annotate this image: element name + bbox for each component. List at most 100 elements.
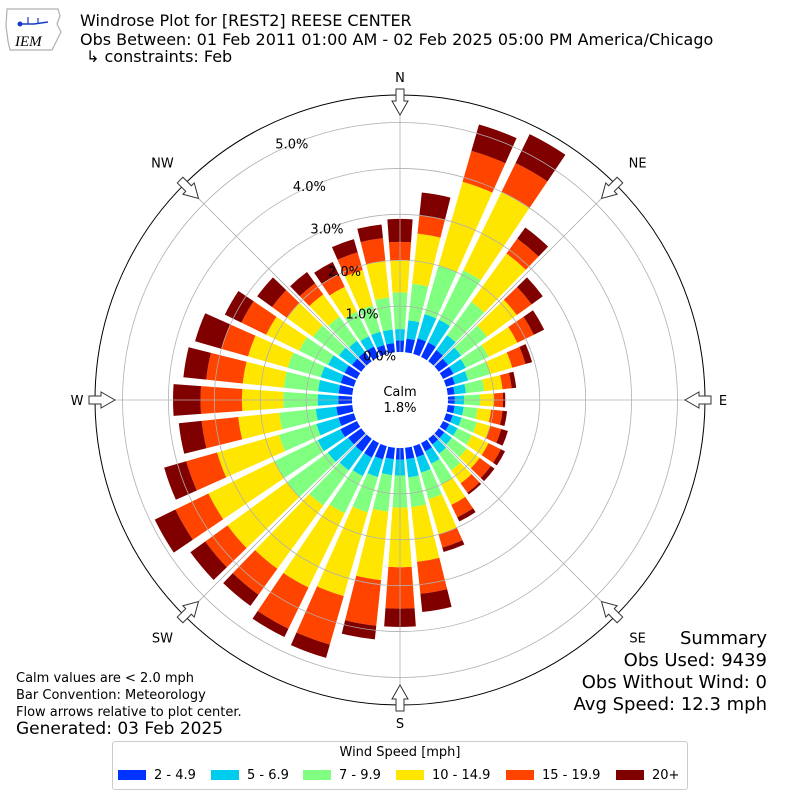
wind-bar-segment (340, 421, 361, 438)
wind-bar-segment (446, 437, 467, 458)
wind-bar-segment (367, 456, 383, 478)
wind-bar-segment (477, 299, 517, 337)
wind-bar-segment (279, 408, 318, 430)
legend-item: 2 - 4.9 (118, 768, 196, 783)
wind-bar-segment (424, 265, 457, 319)
wind-bar-segment (287, 352, 325, 378)
wind-bar-segment (286, 302, 323, 337)
wind-bar-segment (164, 461, 197, 500)
wind-bar-segment (290, 632, 330, 658)
wind-bar-segment (519, 344, 533, 364)
wind-bar-segment (428, 319, 450, 347)
wind-bar-segment (412, 233, 441, 287)
wind-bar-segment (417, 314, 437, 342)
wind-bar-segment (336, 405, 354, 416)
direction-label: S (396, 717, 404, 732)
wind-bar-segment (428, 494, 457, 535)
wind-bar-segment (475, 408, 492, 423)
wind-bar-segment (338, 413, 357, 427)
wind-bar-segment (441, 477, 466, 506)
wind-bar-segment (406, 320, 420, 341)
wind-bar-segment (462, 406, 478, 419)
wind-bar-segment (508, 371, 517, 389)
legend-title: Wind Speed [mph] (339, 745, 461, 760)
flow-arrow-icon (600, 600, 624, 624)
wind-bar-segment (381, 457, 394, 476)
wind-bar-segment (283, 371, 321, 392)
flow-arrows (88, 88, 712, 712)
spoke-line (184, 433, 367, 616)
legend-swatch (303, 770, 331, 780)
wind-bar-segment (266, 316, 307, 351)
legend-item: 20+ (616, 768, 679, 783)
generated-date: Generated: 03 Feb 2025 (16, 719, 224, 739)
wind-bar-segment (500, 410, 508, 427)
radial-tick-label: 4.0% (293, 180, 326, 195)
wind-bar-segment (320, 366, 344, 383)
legend-item: 7 - 9.9 (303, 768, 381, 783)
wind-bar-segment (417, 557, 448, 594)
flow-arrow-icon (600, 176, 624, 200)
wind-bar-segment (485, 352, 513, 375)
wind-bar-segment (443, 376, 455, 387)
wind-bar-segment (480, 465, 495, 482)
wind-bar-segment (364, 439, 379, 458)
wind-bar-segment (460, 344, 489, 368)
constraints: ↳ constraints: Feb (86, 47, 233, 66)
spoke-line (184, 184, 367, 367)
wind-bar-segment (241, 301, 277, 335)
wind-bar-segment (257, 572, 309, 629)
wind-bar-segment (517, 227, 549, 257)
calm-value: 1.8% (383, 401, 416, 416)
wind-bar-segment (366, 260, 390, 300)
wind-bar-segment (296, 586, 344, 645)
wind-bar-segment (375, 297, 393, 332)
calm-note: Calm values are < 2.0 mph (16, 671, 195, 686)
wind-bar-segment (439, 366, 454, 379)
wind-bar-segment (314, 261, 339, 285)
wind-bar-segment (421, 342, 436, 361)
wind-bar-segment (453, 383, 466, 395)
wind-bar-segment (351, 358, 366, 372)
wind-bar-segment (458, 417, 478, 433)
radial-tick-label: 2.0% (328, 265, 361, 280)
wind-bar-segment (464, 361, 491, 381)
wind-bar-segment (318, 380, 341, 394)
wind-bar-segment (345, 575, 382, 626)
direction-axes (95, 95, 705, 705)
wind-bar-segment (327, 437, 354, 463)
radial-tick-labels: 0.0% 1.0% 2.0% 3.0% 4.0% 5.0% (275, 138, 396, 365)
wind-bar-segment (223, 573, 259, 606)
wind-bar-segment (428, 350, 443, 366)
iowa-map-icon: IEM (5, 8, 62, 51)
wind-bar-segment (206, 352, 247, 384)
legend-label: 7 - 9.9 (339, 768, 381, 783)
direction-labels: N NE E SE S SW W NW (71, 71, 728, 732)
flow-arrow-icon (88, 391, 117, 409)
wind-bar-segment (436, 335, 456, 356)
wind-bar-segment (272, 290, 300, 318)
wind-bar-segment (360, 238, 386, 265)
wind-bar-segment (257, 277, 287, 308)
wind-bar-segment (374, 443, 387, 460)
wind-bar-segment (503, 286, 532, 316)
wind-bar-segment (457, 508, 476, 522)
wind-bar-segment (420, 589, 452, 613)
wind-bar-segment (447, 301, 485, 343)
direction-label: NE (629, 156, 647, 171)
flow-arrow-icon (683, 391, 712, 409)
wind-bar-segment (452, 371, 469, 385)
wind-bar-segment (449, 359, 466, 374)
wind-bar-segment (446, 405, 455, 414)
wind-bar-segment (338, 347, 358, 366)
wind-bar-segment (190, 541, 227, 580)
wind-bar-segment (238, 412, 283, 440)
wind-bar-segment (315, 406, 338, 421)
wind-bar-segment (428, 434, 439, 445)
wind-bar-segment (421, 439, 432, 452)
wind-bar-segment (515, 134, 566, 182)
wind-bar-segment (290, 272, 316, 297)
wind-bar-segment (408, 283, 429, 323)
wind-bar-segment (471, 253, 526, 313)
legend-label: 5 - 6.9 (247, 768, 289, 783)
